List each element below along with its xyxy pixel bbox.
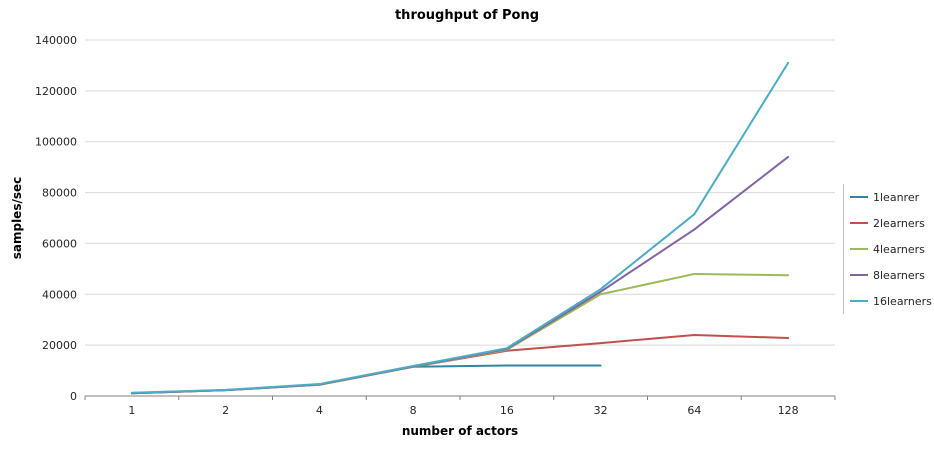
- x-axis-title: number of actors: [401, 424, 519, 438]
- legend-swatch: [850, 274, 868, 276]
- y-tick-label: 20000: [42, 339, 77, 352]
- legend-label: 1leanrer: [873, 190, 920, 204]
- legend-item-2learners: 2learners: [850, 210, 932, 236]
- legend-swatch: [850, 196, 868, 198]
- x-tick-label: 8: [410, 404, 417, 417]
- x-tick-label: 4: [316, 404, 323, 417]
- legend-item-1leanrer: 1leanrer: [850, 184, 932, 210]
- y-tick-label: 120000: [35, 85, 77, 98]
- y-tick-label: 140000: [35, 34, 77, 47]
- x-tick-label: 2: [222, 404, 229, 417]
- legend-label: 8learners: [873, 268, 925, 282]
- series-line-2learners: [130, 333, 790, 395]
- series-line-16learners: [130, 61, 790, 394]
- x-tick-label: 32: [594, 404, 608, 417]
- legend-label: 2learners: [873, 216, 925, 230]
- legend-item-4learners: 4learners: [850, 236, 932, 262]
- legend-swatch: [850, 222, 868, 224]
- legend-label: 4learners: [873, 242, 925, 256]
- legend-swatch: [850, 248, 868, 250]
- legend-item-16learners: 16learners: [850, 288, 932, 314]
- y-tick-label: 0: [70, 390, 77, 403]
- legend-label: 16learners: [873, 294, 932, 308]
- series-line-1leanrer: [130, 364, 602, 394]
- x-tick-label: 64: [687, 404, 701, 417]
- legend-swatch: [850, 300, 868, 302]
- x-tick-label: 1: [128, 404, 135, 417]
- y-tick-label: 60000: [42, 237, 77, 250]
- x-tick-label: 16: [500, 404, 514, 417]
- x-tick-label: 128: [778, 404, 799, 417]
- legend: 1leanrer 2learners 4learners 8learners 16lea…: [843, 184, 932, 314]
- y-tick-label: 100000: [35, 136, 77, 149]
- y-tick-label: 80000: [42, 187, 77, 200]
- chart-title: throughput of Pong: [394, 8, 540, 23]
- legend-item-8learners: 8learners: [850, 262, 932, 288]
- y-tick-label: 40000: [42, 288, 77, 301]
- series-line-4learners: [130, 272, 790, 395]
